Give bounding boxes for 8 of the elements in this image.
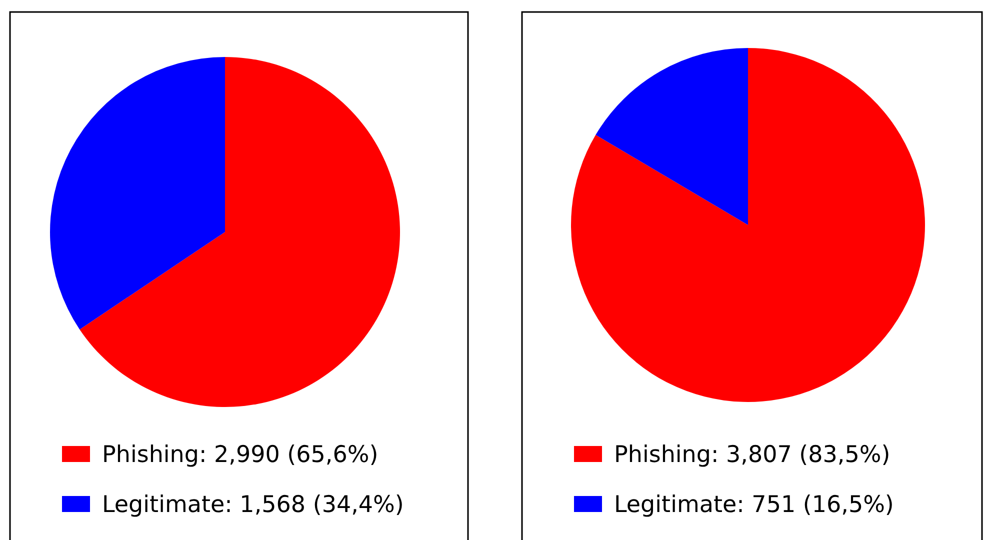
legend-label: Legitimate: 751 (16,5%) <box>614 492 894 518</box>
pie-slice <box>571 48 925 402</box>
legend-label: Legitimate: 1,568 (34,4%) <box>102 492 404 518</box>
legend-label: Phishing: 2,990 (65,6%) <box>102 442 378 468</box>
pie-slice <box>80 57 400 407</box>
legend-label: Phishing: 3,807 (83,5%) <box>614 442 890 468</box>
pie-slice <box>596 48 748 225</box>
pie-slice <box>50 57 225 330</box>
